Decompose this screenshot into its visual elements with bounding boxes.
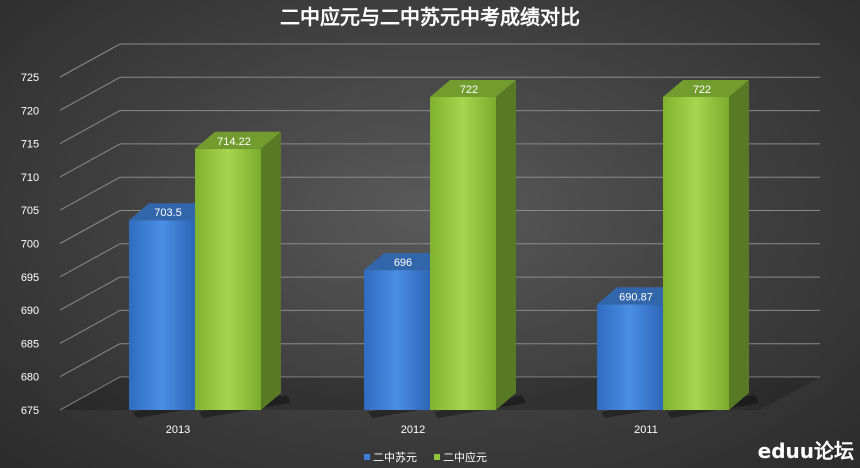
y-tick-label: 725 — [21, 72, 39, 84]
grid-line-diagonal — [59, 343, 121, 378]
bar-top — [430, 79, 516, 97]
y-tick-label: 695 — [21, 272, 39, 284]
bar-front — [364, 270, 430, 410]
legend-swatch — [364, 454, 370, 460]
bar-top — [663, 79, 749, 97]
y-tick-label: 685 — [21, 338, 39, 350]
y-tick-label: 705 — [21, 205, 39, 217]
grid-line-diagonal — [59, 76, 121, 111]
x-axis: 2013 2012 2011 — [166, 424, 658, 436]
y-tick-label: 710 — [21, 172, 39, 184]
x-tick-label: 2012 — [401, 424, 425, 436]
y-tick-label: 675 — [21, 405, 39, 417]
bar-side — [729, 79, 749, 410]
data-label: 722 — [693, 84, 711, 96]
grid-line-diagonal — [59, 243, 121, 278]
x-tick-label: 2011 — [634, 424, 658, 436]
legend-swatch — [434, 454, 440, 460]
chart-title: 二中应元与二中苏元中考成绩对比 — [280, 5, 580, 29]
bar-top — [195, 131, 281, 149]
grid-line-diagonal — [59, 43, 121, 78]
grid-line-diagonal — [59, 376, 121, 411]
bars: 703.5 714.22 696 722 690.87 722 — [129, 79, 759, 418]
data-label: 703.5 — [154, 207, 182, 219]
bar-top — [129, 203, 215, 221]
y-tick-label: 715 — [21, 139, 39, 151]
bar: 714.22 — [195, 131, 291, 418]
legend-entry: 二中应元 — [443, 450, 487, 464]
bar-top — [364, 253, 450, 271]
grid-line-diagonal — [59, 110, 121, 145]
legend-entry: 二中苏元 — [373, 451, 417, 464]
y-tick-label: 700 — [21, 239, 39, 251]
grid-line-diagonal — [59, 176, 121, 211]
bar-front — [597, 304, 663, 410]
bar-side — [261, 131, 281, 410]
grid-line-diagonal — [59, 143, 121, 178]
grid-line-diagonal — [59, 210, 121, 244]
legend: 二中苏元 二中应元 — [364, 450, 487, 464]
data-label: 714.22 — [217, 136, 251, 148]
grid-line-diagonal — [59, 276, 121, 311]
y-tick-label: 720 — [21, 105, 39, 117]
bar: 722 — [663, 79, 759, 418]
bar-top — [597, 287, 683, 305]
data-label: 690.87 — [619, 291, 653, 303]
watermark-logo: eduu论坛 — [757, 439, 854, 463]
bar-side — [496, 79, 516, 410]
bar-front — [663, 96, 729, 410]
data-label: 722 — [460, 84, 478, 96]
y-tick-label: 680 — [21, 372, 39, 384]
x-tick-label: 2013 — [166, 424, 190, 436]
y-axis: 675 680 685 690 695 700 705 710 715 720 725 — [21, 72, 39, 417]
data-label: 696 — [394, 257, 412, 269]
bar: 722 — [430, 79, 526, 418]
bar-front — [195, 148, 261, 410]
bar-front — [129, 220, 195, 410]
grid-line-diagonal — [59, 309, 121, 344]
y-tick-label: 690 — [21, 305, 39, 317]
bar-front — [430, 96, 496, 410]
